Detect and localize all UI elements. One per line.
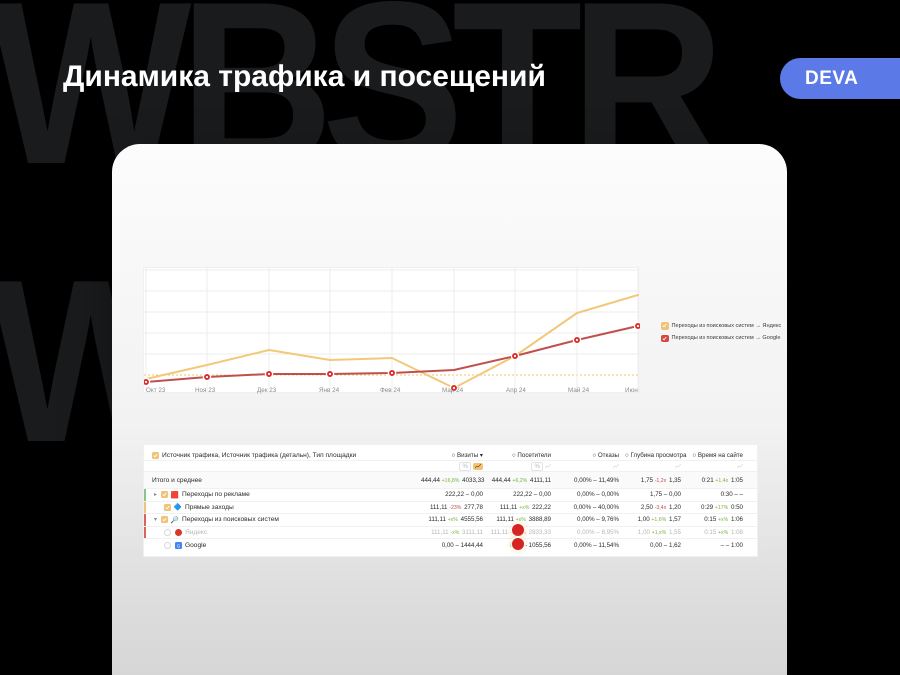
svg-text:Ноя 23: Ноя 23: [195, 387, 216, 394]
svg-text:Дек 23: Дек 23: [257, 387, 277, 394]
svg-text:G: G: [176, 543, 179, 548]
svg-text:Мар 24: Мар 24: [442, 387, 464, 394]
svg-text:Июн 24: Июн 24: [625, 387, 640, 394]
svg-text:Май 24: Май 24: [568, 386, 590, 394]
svg-text:Окт 23: Окт 23: [146, 387, 166, 394]
svg-text:Фев 24: Фев 24: [380, 387, 401, 394]
svg-text:Янв 24: Янв 24: [319, 387, 340, 394]
svg-text:Апр 24: Апр 24: [506, 387, 526, 394]
